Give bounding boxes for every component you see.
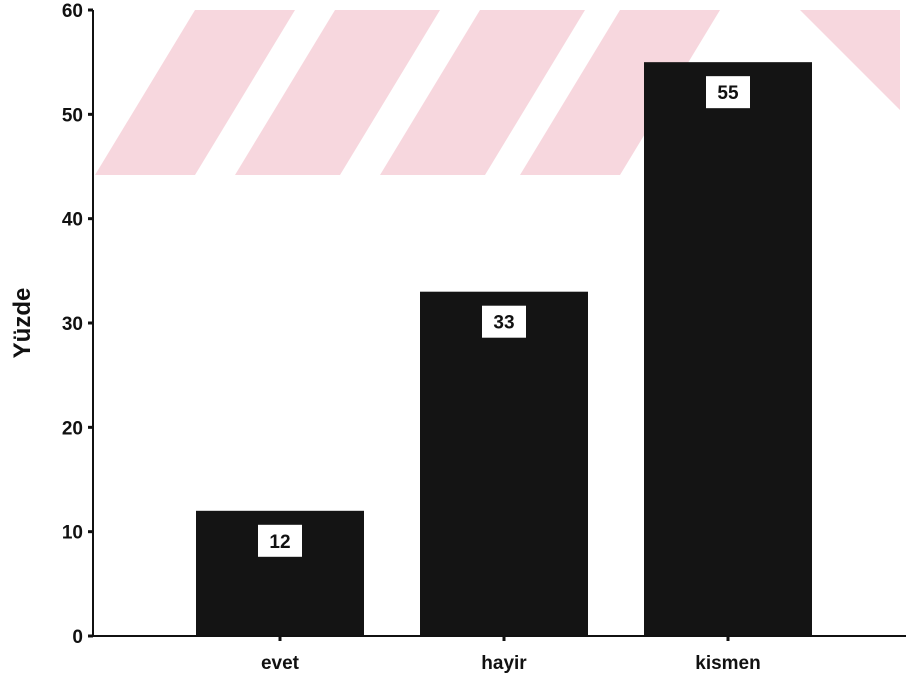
- y-tick-label: 30: [62, 314, 83, 335]
- x-tick-label: evet: [261, 653, 300, 674]
- bar-kismen: [644, 62, 812, 636]
- y-tick-label: 60: [62, 1, 83, 22]
- y-tick-label: 0: [72, 627, 83, 648]
- y-tick-label: 20: [62, 418, 83, 439]
- x-tick-label: hayir: [481, 653, 527, 674]
- watermark: [95, 10, 900, 175]
- x-tick-label: kismen: [695, 653, 760, 674]
- bar-hayir: [420, 291, 588, 636]
- data-label-box: [706, 76, 750, 109]
- x-ticks: evet hayir kismen: [261, 636, 761, 674]
- data-label: 12: [269, 532, 290, 553]
- watermark-stripe: [520, 10, 720, 175]
- y-ticks: 0 10 20 30 40 50 60: [62, 1, 93, 648]
- watermark-stripe: [95, 10, 295, 175]
- y-tick-label: 50: [62, 105, 83, 126]
- watermark-stripe: [235, 10, 440, 175]
- watermark-stripe: [380, 10, 585, 175]
- plot-area: 12 33 55: [196, 62, 812, 636]
- data-label: 33: [493, 313, 514, 334]
- y-tick-label: 40: [62, 210, 83, 231]
- data-label-box: [482, 305, 526, 338]
- y-tick-label: 10: [62, 523, 83, 544]
- y-axis-label: Yüzde: [9, 288, 36, 359]
- data-label-box: [258, 524, 302, 557]
- data-label: 55: [717, 83, 739, 104]
- watermark-stripe: [800, 10, 900, 110]
